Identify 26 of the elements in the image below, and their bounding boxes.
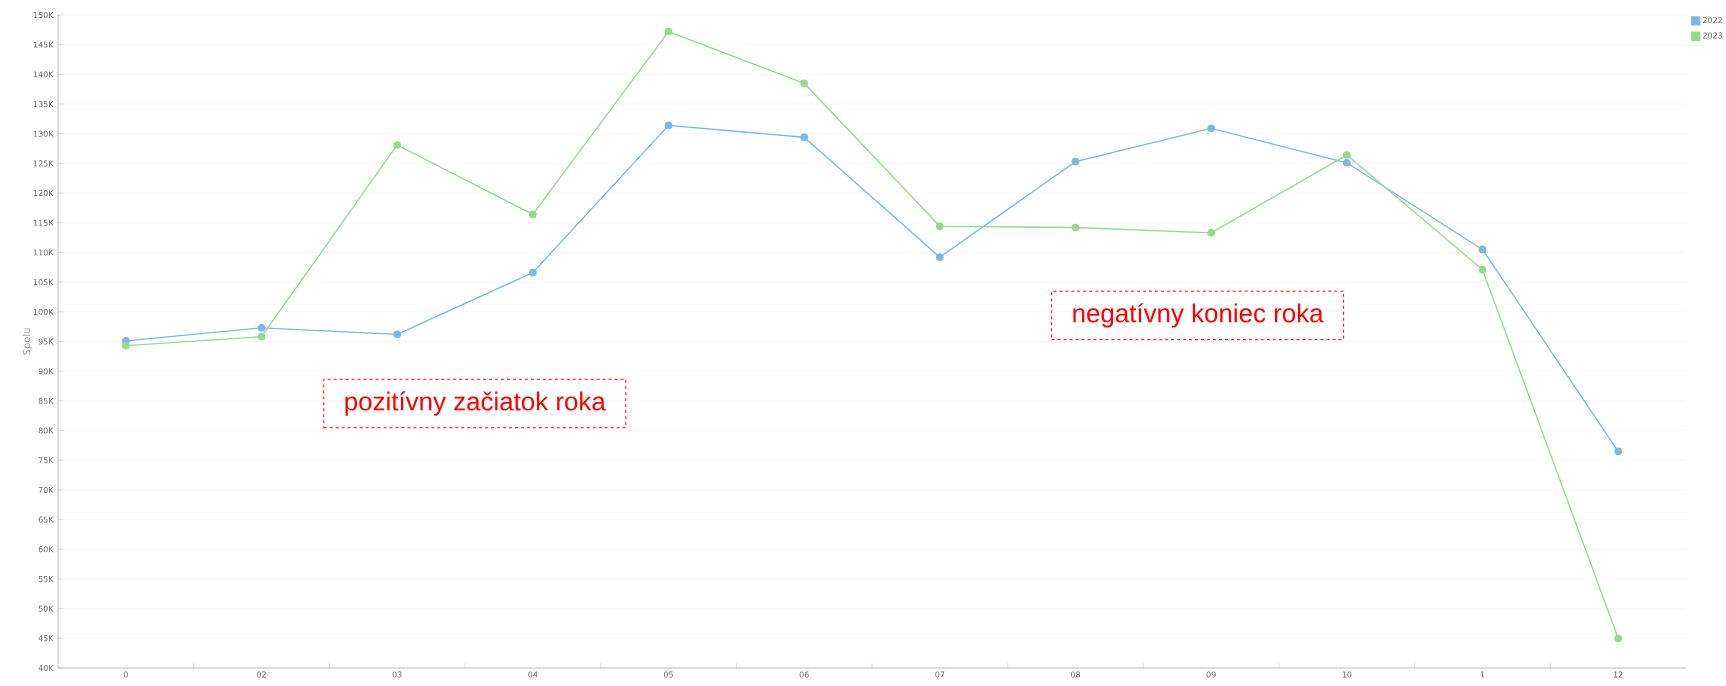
point <box>1071 157 1080 166</box>
annotation: pozitívny začiatok roka <box>345 391 606 416</box>
point <box>800 133 809 142</box>
point <box>1342 151 1351 159</box>
point <box>122 341 130 350</box>
point <box>936 222 944 231</box>
point <box>1071 223 1080 232</box>
point <box>257 323 266 332</box>
point <box>1614 447 1623 456</box>
point <box>393 330 402 339</box>
point <box>529 268 537 277</box>
point <box>664 121 673 130</box>
point <box>257 332 266 341</box>
point <box>936 253 944 262</box>
point <box>1207 124 1216 133</box>
point <box>1478 265 1487 274</box>
point <box>1478 245 1487 254</box>
point <box>800 79 809 88</box>
point <box>529 210 537 219</box>
point <box>664 27 673 36</box>
point <box>1342 158 1351 167</box>
point <box>1614 634 1623 643</box>
point <box>393 141 402 149</box>
y-axis-title: Spolu <box>22 328 33 355</box>
point <box>1207 229 1216 237</box>
annotation: negatívny koniec roka <box>1073 303 1324 328</box>
